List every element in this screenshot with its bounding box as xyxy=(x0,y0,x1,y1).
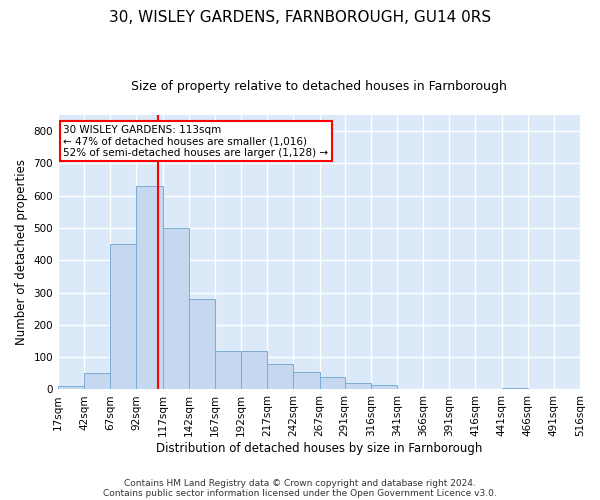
Bar xyxy=(241,350,267,390)
X-axis label: Distribution of detached houses by size in Farnborough: Distribution of detached houses by size … xyxy=(156,442,482,455)
Bar xyxy=(189,299,215,390)
Bar xyxy=(267,364,293,390)
Y-axis label: Number of detached properties: Number of detached properties xyxy=(15,159,28,345)
Title: Size of property relative to detached houses in Farnborough: Size of property relative to detached ho… xyxy=(131,80,507,93)
Bar xyxy=(163,228,189,390)
Bar xyxy=(502,388,527,390)
Bar xyxy=(293,372,320,390)
Bar xyxy=(371,384,397,390)
Bar xyxy=(136,186,163,390)
Text: 30, WISLEY GARDENS, FARNBOROUGH, GU14 0RS: 30, WISLEY GARDENS, FARNBOROUGH, GU14 0R… xyxy=(109,10,491,25)
Bar xyxy=(215,350,241,390)
Bar xyxy=(344,383,371,390)
Bar xyxy=(84,374,110,390)
Bar xyxy=(110,244,136,390)
Bar xyxy=(58,386,84,390)
Text: Contains HM Land Registry data © Crown copyright and database right 2024.: Contains HM Land Registry data © Crown c… xyxy=(124,478,476,488)
Text: Contains public sector information licensed under the Open Government Licence v3: Contains public sector information licen… xyxy=(103,488,497,498)
Text: 30 WISLEY GARDENS: 113sqm
← 47% of detached houses are smaller (1,016)
52% of se: 30 WISLEY GARDENS: 113sqm ← 47% of detac… xyxy=(63,124,328,158)
Bar xyxy=(320,376,344,390)
